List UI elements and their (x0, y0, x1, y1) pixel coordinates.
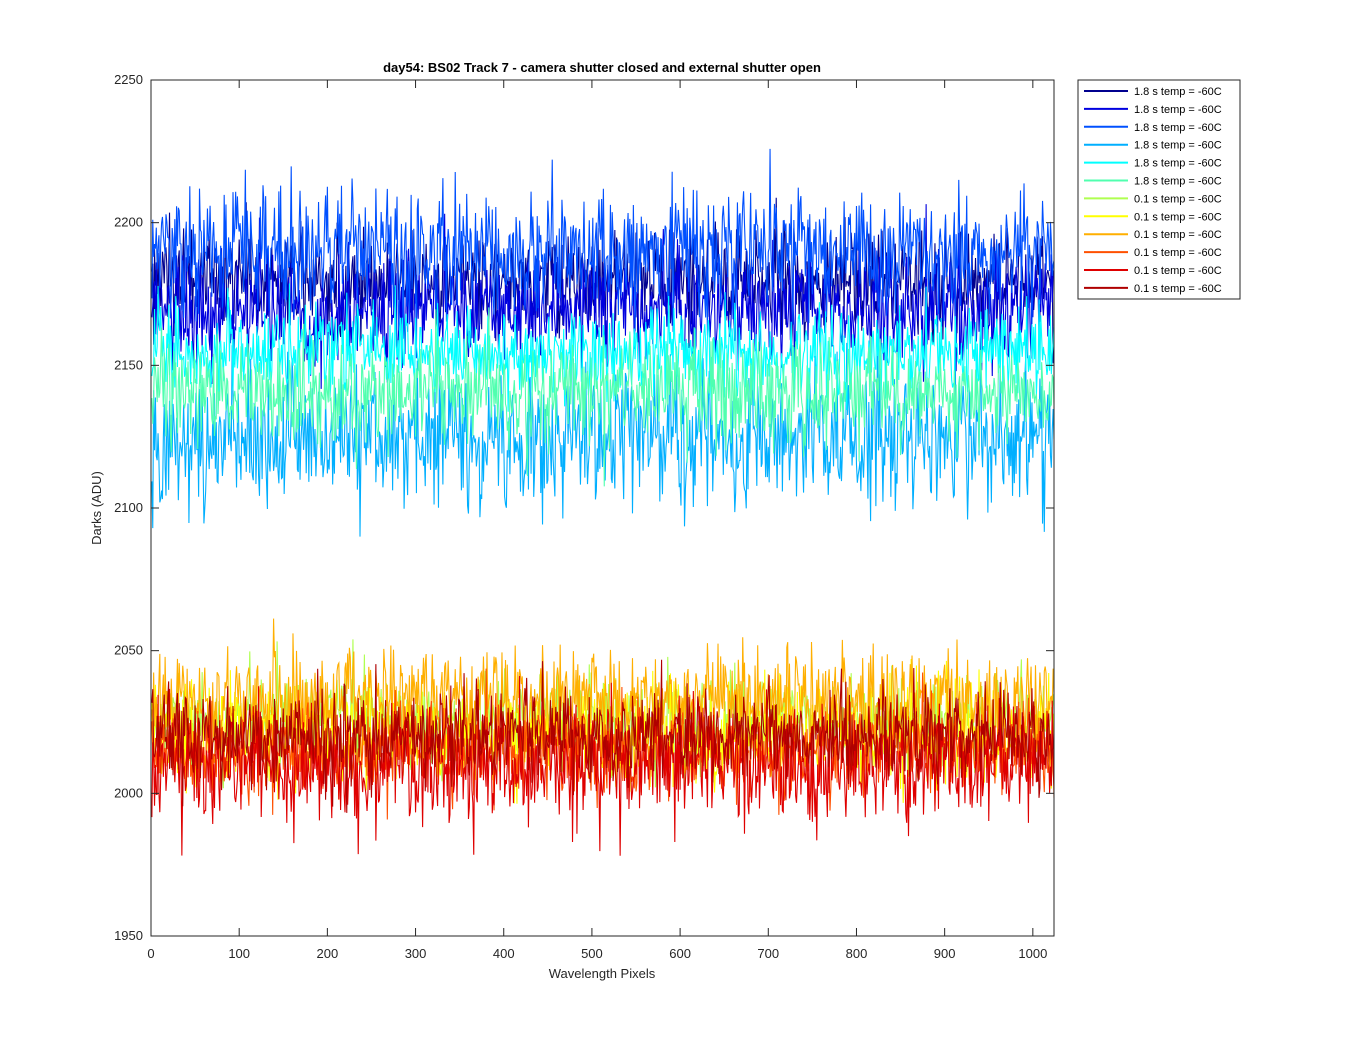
legend-item[interactable]: 1.8 s temp = -60C (1084, 104, 1222, 116)
y-tick-label: 2200 (114, 215, 143, 230)
x-tick-label: 300 (405, 946, 427, 961)
legend-item[interactable]: 0.1 s temp = -60C (1084, 283, 1222, 295)
series-line-6 (151, 307, 1054, 487)
x-tick-label: 500 (581, 946, 603, 961)
legend-label: 1.8 s temp = -60C (1134, 104, 1222, 116)
x-tick-label: 100 (228, 946, 250, 961)
legend-box (1077, 79, 1241, 300)
y-tick-label: 2050 (114, 643, 143, 658)
series-layer (151, 148, 1054, 856)
legend-items: 1.8 s temp = -60C 1.8 s temp = -60C 1.8 s … (1084, 86, 1222, 295)
series-line-2 (151, 204, 1054, 389)
legend-item[interactable]: 1.8 s temp = -60C (1084, 176, 1222, 188)
legend-item[interactable]: 0.1 s temp = -60C (1084, 229, 1222, 241)
y-tick-label: 1950 (114, 928, 143, 943)
legend-item[interactable]: 0.1 s temp = -60C (1084, 247, 1222, 259)
chart-title: day54: BS02 Track 7 - camera shutter clo… (383, 60, 821, 75)
legend-item[interactable]: 0.1 s temp = -60C (1084, 211, 1222, 223)
legend-label: 0.1 s temp = -60C (1134, 265, 1222, 277)
legend-item[interactable]: 0.1 s temp = -60C (1084, 193, 1222, 205)
legend-item[interactable]: 1.8 s temp = -60C (1084, 140, 1222, 152)
x-axis-label: Wavelength Pixels (549, 966, 656, 981)
y-axis-ticks: 1950 2000 2050 2100 2150 2200 2250 (114, 72, 1054, 943)
legend-label: 1.8 s temp = -60C (1134, 140, 1222, 152)
y-tick-label: 2250 (114, 72, 143, 87)
y-tick-label: 2100 (114, 500, 143, 515)
y-tick-label: 2150 (114, 357, 143, 372)
legend-label: 1.8 s temp = -60C (1134, 86, 1222, 98)
plot-area: 0 100 200 300 400 500 600 700 800 900 1000 1950 200… (114, 72, 1055, 961)
y-axis-label: Darks (ADU) (89, 471, 104, 545)
legend[interactable]: 1.8 s temp = -60C 1.8 s temp = -60C 1.8 s … (1077, 79, 1241, 300)
legend-item[interactable]: 1.8 s temp = -60C (1084, 158, 1222, 170)
legend-label: 0.1 s temp = -60C (1134, 247, 1222, 259)
legend-item[interactable]: 0.1 s temp = -60C (1084, 265, 1222, 277)
legend-label: 1.8 s temp = -60C (1134, 122, 1222, 134)
series-line-9 (151, 618, 1054, 781)
x-tick-label: 600 (669, 946, 691, 961)
legend-label: 1.8 s temp = -60C (1134, 158, 1222, 170)
series-line-3 (151, 148, 1054, 359)
series-line-12 (151, 659, 1054, 813)
x-tick-label: 1000 (1018, 946, 1047, 961)
x-tick-label: 0 (147, 946, 154, 961)
legend-item[interactable]: 1.8 s temp = -60C (1084, 86, 1222, 98)
legend-label: 0.1 s temp = -60C (1134, 229, 1222, 241)
legend-label: 1.8 s temp = -60C (1134, 176, 1222, 188)
y-tick-label: 2000 (114, 785, 143, 800)
legend-item[interactable]: 1.8 s temp = -60C (1084, 122, 1222, 134)
legend-label: 0.1 s temp = -60C (1134, 283, 1222, 295)
x-tick-label: 800 (846, 946, 868, 961)
legend-label: 0.1 s temp = -60C (1134, 193, 1222, 205)
x-tick-label: 700 (757, 946, 779, 961)
x-tick-label: 400 (493, 946, 515, 961)
x-tick-label: 900 (934, 946, 956, 961)
legend-label: 0.1 s temp = -60C (1134, 211, 1222, 223)
x-axis-ticks: 0 100 200 300 400 500 600 700 800 900 1000 (147, 80, 1047, 961)
x-tick-label: 200 (317, 946, 339, 961)
